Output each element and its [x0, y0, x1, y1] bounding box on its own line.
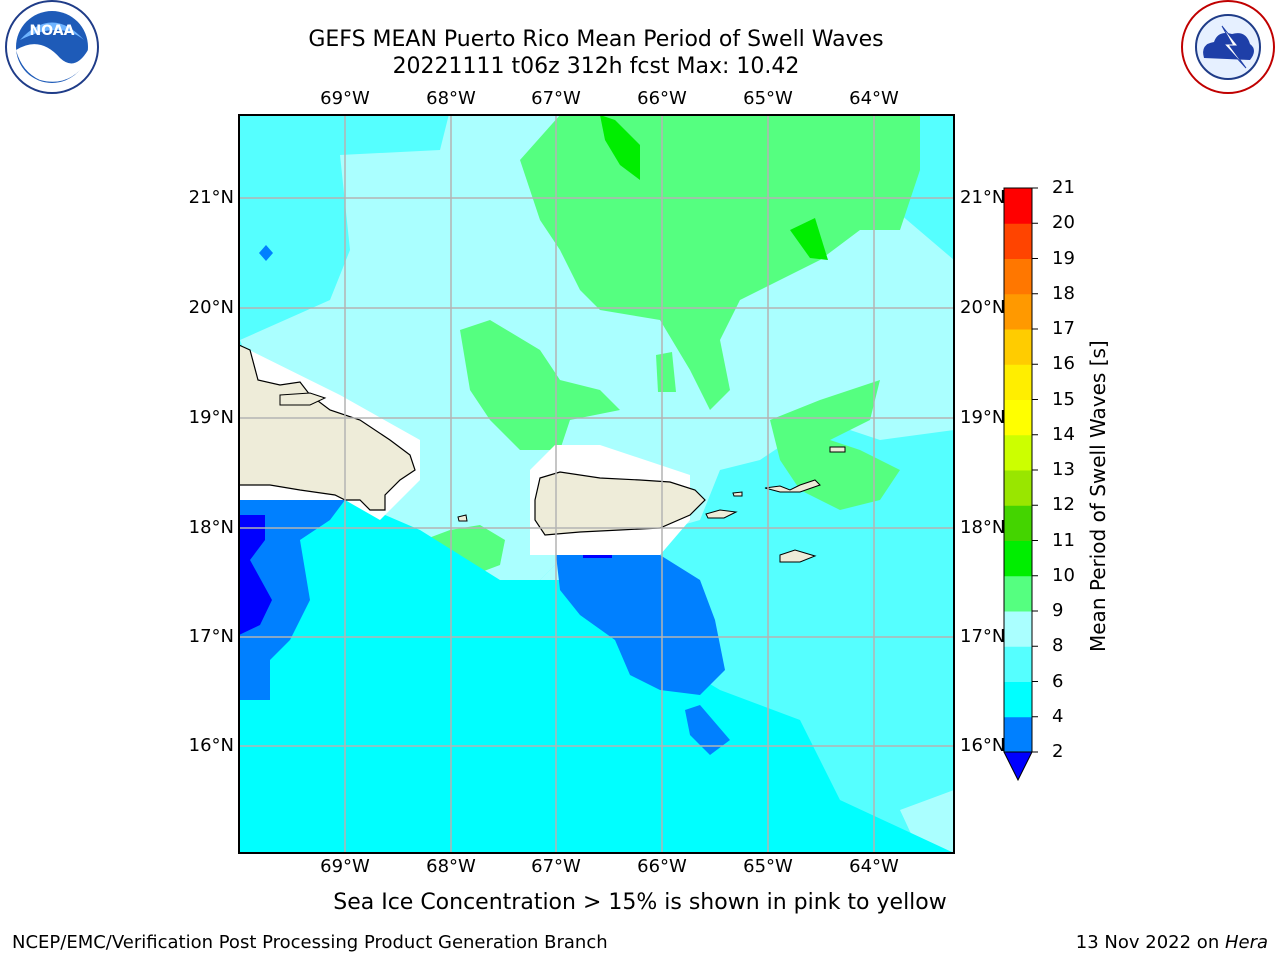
colorbar-bin [1004, 646, 1032, 682]
field-10-11-a [600, 115, 640, 180]
colorbar-tick-label: 15 [1052, 388, 1075, 410]
colorbar-bin [1004, 223, 1032, 259]
colorbar-tick-label: 21 [1052, 177, 1075, 198]
colorbar-bin [1004, 329, 1032, 365]
colorbar-tick-label: 11 [1052, 529, 1075, 551]
colorbar [1003, 187, 1038, 782]
lat-label-left: 21°N [188, 187, 234, 208]
lat-label-left: 20°N [188, 297, 234, 318]
field-below-2 [239, 515, 272, 635]
colorbar-bin [1004, 399, 1032, 436]
lat-label-right: 17°N [960, 626, 1006, 647]
lat-label-right: 16°N [960, 735, 1006, 756]
lat-label-right: 21°N [960, 187, 1006, 208]
field-2-4-south-pr [556, 555, 725, 695]
noaa-logo-text: NOAA [30, 23, 75, 39]
lon-label-bottom: 64°W [849, 856, 899, 877]
colorbar-bin [1004, 188, 1032, 224]
land-vieques [705, 509, 738, 519]
land-mona [457, 514, 468, 522]
lon-label-bottom: 69°W [320, 856, 370, 877]
colorbar-bin [1004, 716, 1032, 753]
lon-label-bottom: 66°W [637, 856, 687, 877]
land-anegada [829, 446, 846, 453]
lon-label-top: 66°W [637, 88, 687, 109]
colorbar-bin [1004, 681, 1032, 718]
colorbar-tick-label: 16 [1052, 353, 1075, 375]
field-2-4-dot [259, 245, 273, 261]
colorbar-bin [1004, 611, 1032, 647]
lat-label-right: 20°N [960, 297, 1006, 318]
colorbar-bin [1004, 470, 1032, 506]
land-st-croix [779, 549, 817, 563]
lat-label-left: 17°N [188, 626, 234, 647]
colorbar-tick-label: 4 [1052, 705, 1064, 727]
colorbar-tick-label: 13 [1052, 459, 1075, 480]
lon-label-top: 69°W [320, 88, 370, 109]
lon-label-top: 68°W [426, 88, 476, 109]
map-frame [238, 114, 955, 854]
colorbar-tick-label: 2 [1052, 741, 1064, 762]
chart-subtitle: 20221111 t06z 312h fcst Max: 10.42 [392, 54, 800, 79]
field-9-10-small [656, 352, 676, 392]
lat-label-left: 16°N [188, 735, 234, 756]
lon-label-top: 67°W [531, 88, 581, 109]
lon-label-bottom: 68°W [426, 856, 476, 877]
graticule [239, 115, 954, 853]
field-4-6 [239, 500, 954, 853]
colorbar-bin [1004, 434, 1032, 471]
colorbar-tick-label: 17 [1052, 318, 1075, 339]
lon-label-top: 65°W [743, 88, 793, 109]
lat-label-left: 19°N [188, 407, 234, 428]
colorbar-tick-label: 8 [1052, 635, 1064, 657]
footer-date: 13 Nov 2022 on Hera [1076, 932, 1268, 953]
noaa-logo-icon [5, 0, 99, 94]
land-tortuga [279, 392, 327, 406]
lat-label-right: 19°N [960, 407, 1006, 428]
land-virgin-islands [764, 479, 821, 493]
footer-branch: NCEP/EMC/Verification Post Processing Pr… [12, 932, 608, 953]
colorbar-under-arrow [1003, 751, 1033, 782]
colorbar-label: Mean Period of Swell Waves [s] [1086, 340, 1110, 652]
colorbar-bin [1004, 364, 1032, 400]
footer-date-text: 13 Nov 2022 on [1075, 932, 1225, 953]
field-9-10-east [770, 380, 900, 510]
colorbar-bin [1004, 293, 1032, 330]
footer-host: Hera [1224, 932, 1268, 953]
colorbar-tick-label: 19 [1052, 247, 1075, 269]
colorbar-tick-label: 9 [1052, 600, 1064, 621]
lat-label-right: 18°N [960, 517, 1006, 538]
colorbar-tick-label: 12 [1052, 494, 1075, 516]
lon-label-bottom: 65°W [743, 856, 793, 877]
land-hispaniola [239, 344, 416, 511]
field-2-4-west [239, 500, 345, 700]
swell-period-field [239, 115, 954, 853]
colorbar-tick-label: 20 [1052, 212, 1075, 234]
lon-label-top: 64°W [849, 88, 899, 109]
field-2-4-small [685, 705, 730, 755]
field-below-2-pr [583, 555, 612, 558]
colorbar-tick-label: 18 [1052, 282, 1075, 304]
colorbar-tick-label: 10 [1052, 564, 1075, 586]
land-culebra [732, 491, 743, 497]
field-9-10-north [520, 115, 920, 410]
colorbar-tick-label: 14 [1052, 423, 1075, 445]
chart-title: GEFS MEAN Puerto Rico Mean Period of Swe… [308, 27, 884, 52]
lon-label-bottom: 67°W [531, 856, 581, 877]
sea-ice-note: Sea Ice Concentration > 15% is shown in … [333, 890, 947, 915]
colorbar-tick-label: 6 [1052, 670, 1064, 692]
colorbar-bin [1004, 575, 1032, 612]
colorbar-bin [1004, 540, 1032, 577]
nws-logo-icon [1181, 0, 1275, 94]
colorbar-bin [1004, 258, 1032, 295]
colorbar-bin [1004, 505, 1032, 541]
lat-label-left: 18°N [188, 517, 234, 538]
field-10-11-b [790, 218, 828, 260]
